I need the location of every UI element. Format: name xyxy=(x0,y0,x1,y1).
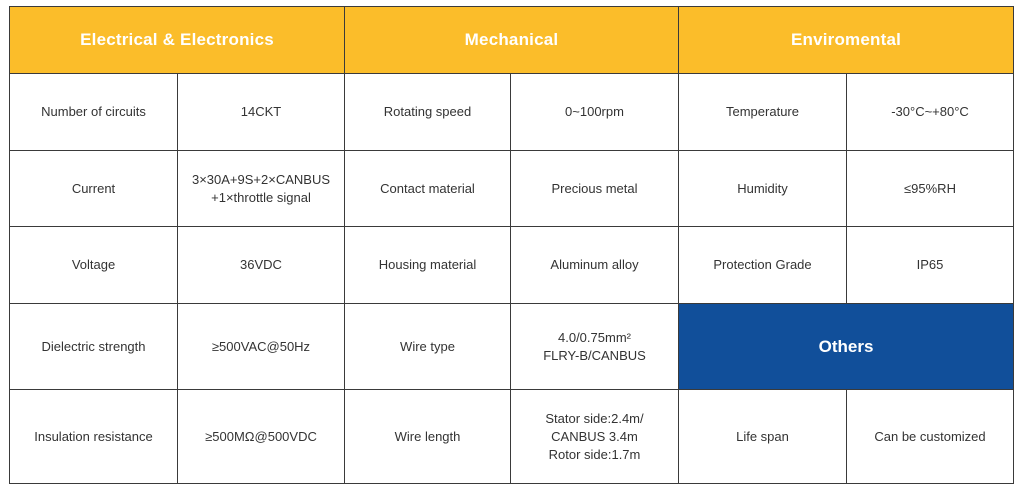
spec-label: Number of circuits xyxy=(9,73,178,151)
spec-value: IP65 xyxy=(845,226,1015,304)
spec-value: Stator side:2.4m/ CANBUS 3.4m Rotor side… xyxy=(510,389,679,484)
table-row: Voltage 36VDC Housing material Aluminum … xyxy=(9,226,1015,304)
section-header-mechanical: Mechanical xyxy=(344,6,679,74)
spec-label: Insulation resistance xyxy=(9,389,178,484)
table-row: Number of circuits 14CKT Rotating speed … xyxy=(9,73,1015,151)
table-row: Current 3×30A+9S+2×CANBUS +1×throttle si… xyxy=(9,150,1015,227)
spec-value: -30°C~+80°C xyxy=(845,73,1015,151)
table-row: Dielectric strength ≥500VAC@50Hz Wire ty… xyxy=(9,303,1015,390)
spec-label: Protection Grade xyxy=(678,226,847,304)
spec-label: Contact material xyxy=(344,150,511,227)
spec-value: ≥500MΩ@500VDC xyxy=(177,389,345,484)
spec-label: Housing material xyxy=(344,226,511,304)
spec-value: 36VDC xyxy=(177,226,345,304)
spec-label: Current xyxy=(9,150,178,227)
spec-label: Dielectric strength xyxy=(9,303,178,390)
spec-value: Can be customized xyxy=(845,389,1015,484)
spec-value: 0~100rpm xyxy=(510,73,679,151)
spec-label: Wire type xyxy=(344,303,511,390)
spec-value: 14CKT xyxy=(177,73,345,151)
spec-value: ≥500VAC@50Hz xyxy=(177,303,345,390)
spec-value: Precious metal xyxy=(510,150,679,227)
spec-value: ≤95%RH xyxy=(845,150,1015,227)
spec-label: Rotating speed xyxy=(344,73,511,151)
spec-value: 3×30A+9S+2×CANBUS +1×throttle signal xyxy=(177,150,345,227)
section-header-others: Others xyxy=(677,303,1015,390)
spec-label: Humidity xyxy=(678,150,847,227)
table-row: Insulation resistance ≥500MΩ@500VDC Wire… xyxy=(9,389,1015,484)
spec-value: Aluminum alloy xyxy=(510,226,679,304)
section-header-environmental: Enviromental xyxy=(677,6,1015,74)
spec-label: Temperature xyxy=(678,73,847,151)
spec-label: Wire length xyxy=(344,389,511,484)
header-row: Electrical & Electronics Mechanical Envi… xyxy=(9,6,1015,74)
spec-value: 4.0/0.75mm² FLRY-B/CANBUS xyxy=(510,303,679,390)
section-header-electrical: Electrical & Electronics xyxy=(9,6,345,74)
spec-label: Voltage xyxy=(9,226,178,304)
spec-table: Electrical & Electronics Mechanical Envi… xyxy=(9,6,1015,484)
spec-label: Life span xyxy=(678,389,847,484)
